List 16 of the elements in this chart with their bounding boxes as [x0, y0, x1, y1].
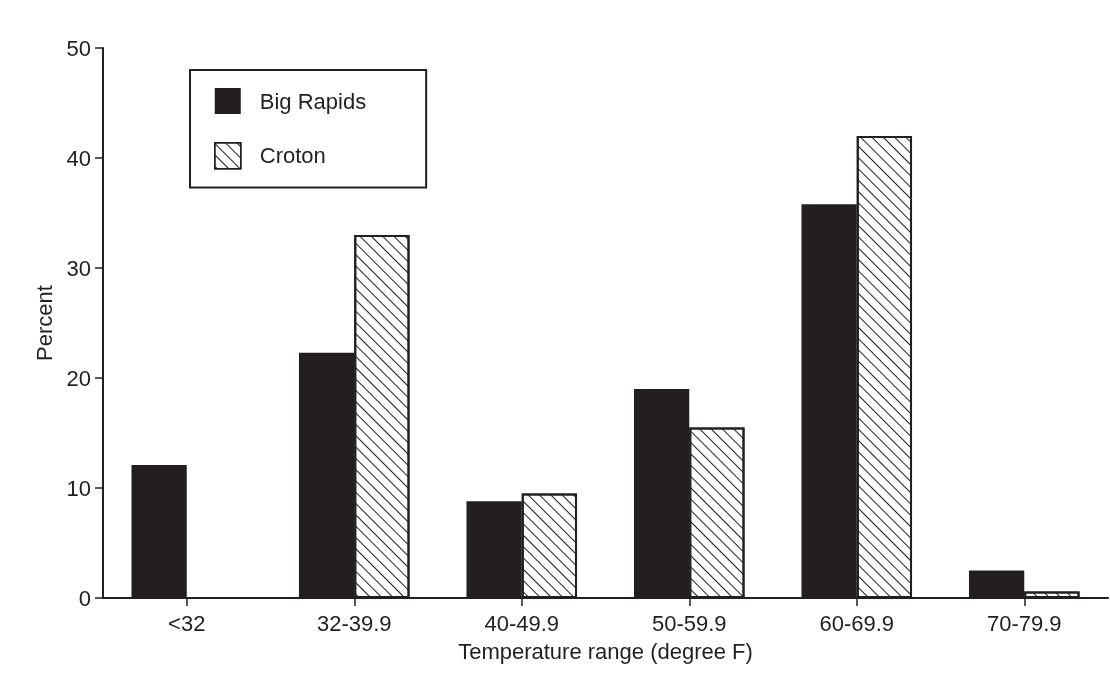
y-tick-label: 0 [78, 585, 91, 611]
x-tick-label: <32 [168, 610, 206, 636]
y-tick-label: 50 [66, 35, 91, 61]
y-tick-label: 40 [66, 145, 91, 171]
x-tick-label: 50-59.9 [651, 610, 727, 636]
x-tick-label: 40-49.9 [484, 610, 560, 636]
x-tick-label: 70-79.9 [986, 610, 1062, 636]
legend-label: Big Rapids [259, 88, 367, 114]
y-axis-title: Percent [31, 285, 57, 361]
x-tick-label: 60-69.9 [819, 610, 895, 636]
y-tick-label: 10 [66, 475, 91, 501]
y-tick-label: 30 [66, 255, 91, 281]
x-tick-label: 32-39.9 [316, 610, 392, 636]
legend-label: Croton [259, 143, 326, 169]
y-tick-label: 20 [66, 365, 91, 391]
x-axis-title: Temperature range (degree F) [458, 638, 753, 664]
